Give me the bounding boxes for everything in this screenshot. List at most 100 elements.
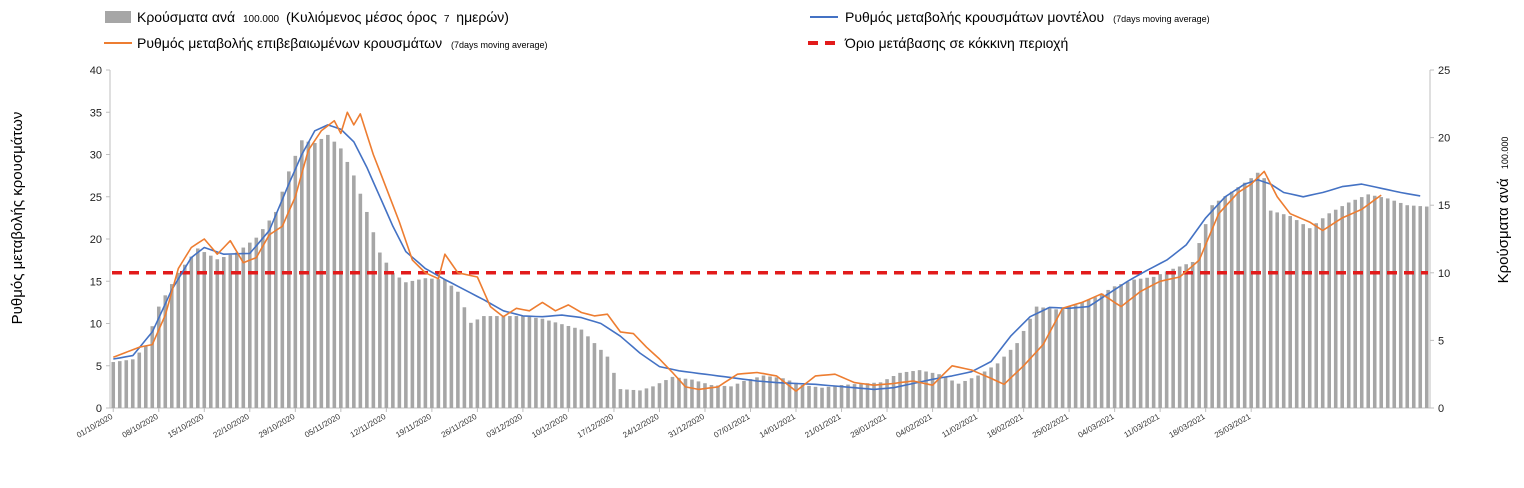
bar bbox=[111, 362, 116, 408]
bar bbox=[768, 376, 772, 408]
bar bbox=[1229, 191, 1234, 408]
bar bbox=[1242, 182, 1247, 408]
x-tick-label: 24/12/2020 bbox=[621, 412, 661, 440]
bar bbox=[1138, 278, 1143, 408]
bar bbox=[1041, 307, 1045, 408]
bar bbox=[150, 326, 155, 408]
bar bbox=[456, 291, 460, 408]
bar bbox=[904, 371, 909, 408]
model-rate-line bbox=[113, 124, 1421, 391]
bar bbox=[839, 385, 844, 408]
y-right-tick-label: 20 bbox=[1438, 133, 1450, 145]
bar bbox=[384, 262, 389, 408]
bar bbox=[1320, 218, 1325, 408]
bar bbox=[781, 378, 785, 408]
bar bbox=[703, 383, 707, 408]
x-tick-label: 01/10/2020 bbox=[75, 412, 115, 440]
y-left-tick-label: 20 bbox=[90, 234, 102, 246]
bar bbox=[800, 385, 805, 408]
bar bbox=[1210, 205, 1214, 408]
bar bbox=[1086, 299, 1091, 408]
y-left-tick-label: 0 bbox=[96, 403, 102, 415]
bar bbox=[670, 376, 675, 408]
bar bbox=[891, 376, 896, 408]
bar bbox=[547, 320, 551, 408]
bar bbox=[1002, 356, 1006, 408]
bar bbox=[514, 316, 519, 408]
bar bbox=[306, 141, 311, 408]
bar bbox=[423, 278, 428, 408]
bar bbox=[852, 384, 857, 408]
bar bbox=[989, 367, 993, 408]
bar bbox=[261, 229, 265, 408]
bar bbox=[397, 277, 402, 408]
x-tick-label: 25/02/2021 bbox=[1031, 412, 1071, 440]
bar bbox=[560, 324, 564, 408]
bar bbox=[1255, 172, 1260, 408]
y-right-tick-label: 10 bbox=[1438, 268, 1450, 280]
bar bbox=[807, 385, 811, 408]
bar bbox=[163, 295, 168, 408]
bar bbox=[1385, 198, 1390, 408]
bar bbox=[1333, 209, 1338, 408]
bar bbox=[1281, 214, 1286, 408]
bar bbox=[215, 259, 220, 408]
bar bbox=[599, 349, 603, 408]
bar bbox=[1275, 212, 1279, 408]
bar bbox=[1158, 274, 1162, 408]
x-tick-label: 25/03/2021 bbox=[1213, 412, 1253, 440]
x-tick-label: 21/01/2021 bbox=[803, 412, 843, 440]
bar bbox=[280, 191, 285, 408]
bar bbox=[1119, 284, 1123, 408]
legend-confirmed-label: Ρυθμός μεταβολής επιβεβαιωμένων κρουσμάτ… bbox=[137, 35, 548, 51]
bar bbox=[982, 371, 987, 408]
x-tick-label: 12/11/2020 bbox=[349, 412, 388, 440]
bar bbox=[748, 379, 753, 408]
bar bbox=[898, 372, 902, 408]
bar bbox=[339, 148, 343, 409]
y-left-tick-label: 5 bbox=[96, 361, 102, 373]
bar bbox=[833, 385, 837, 408]
bar bbox=[846, 384, 850, 408]
legend-bars-small: 100.000 bbox=[243, 14, 280, 25]
bar bbox=[1132, 279, 1136, 408]
bar bbox=[1372, 195, 1377, 408]
bar bbox=[943, 377, 948, 408]
bar bbox=[826, 386, 831, 408]
bar bbox=[534, 317, 538, 408]
bar bbox=[267, 220, 272, 408]
bar bbox=[1106, 289, 1110, 408]
y-left-tick-label: 10 bbox=[90, 319, 102, 331]
bar bbox=[378, 252, 382, 408]
bar bbox=[449, 285, 454, 408]
bar bbox=[859, 383, 863, 408]
bar bbox=[1021, 330, 1026, 408]
bar bbox=[937, 374, 941, 408]
bar bbox=[410, 280, 415, 408]
bar bbox=[605, 356, 610, 408]
x-tick-label: 31/12/2020 bbox=[667, 412, 707, 440]
bar bbox=[358, 193, 363, 408]
bar bbox=[443, 279, 447, 408]
bar bbox=[202, 252, 207, 408]
bar bbox=[169, 284, 174, 408]
bar bbox=[618, 389, 623, 408]
bar bbox=[813, 386, 818, 408]
bar bbox=[924, 371, 928, 408]
bar bbox=[540, 318, 545, 408]
bar bbox=[976, 375, 980, 408]
bar bbox=[787, 380, 792, 408]
bar bbox=[391, 272, 395, 408]
bar bbox=[1366, 194, 1371, 408]
bar bbox=[527, 316, 532, 408]
bar bbox=[235, 252, 239, 408]
x-tick-label: 03/12/2020 bbox=[485, 412, 525, 440]
bar bbox=[495, 316, 499, 408]
bar bbox=[228, 254, 233, 408]
bar bbox=[820, 387, 824, 408]
x-tick-label: 05/11/2020 bbox=[303, 412, 342, 440]
bar bbox=[638, 390, 642, 408]
bar bbox=[332, 141, 337, 408]
bar bbox=[182, 264, 187, 408]
bar bbox=[1028, 318, 1032, 408]
